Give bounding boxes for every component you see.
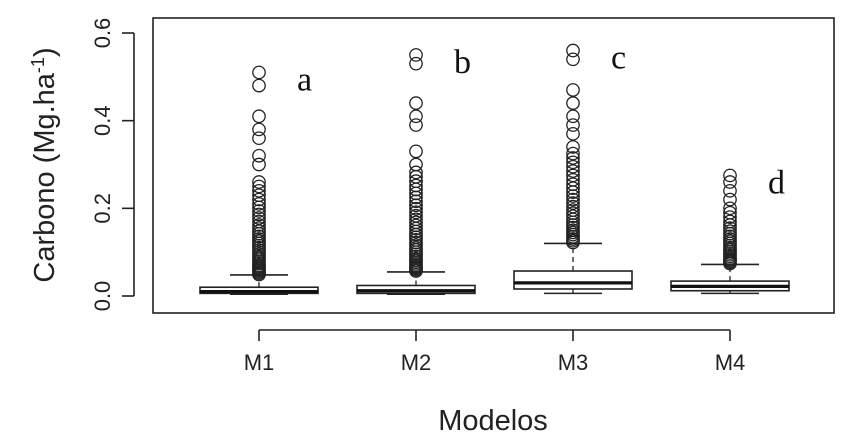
outlier-point xyxy=(566,199,580,214)
outlier-point xyxy=(723,201,737,216)
outlier-point xyxy=(252,224,266,238)
outlier-point xyxy=(409,165,423,180)
box-m3 xyxy=(513,43,633,295)
outlier-point xyxy=(409,178,423,193)
outlier-point xyxy=(252,131,266,146)
outlier-point xyxy=(723,214,737,229)
x-tick-label: M1 xyxy=(244,350,275,375)
annotation-label: a xyxy=(297,61,312,98)
y-tick-label: 0.2 xyxy=(90,193,115,224)
x-tick-label: M3 xyxy=(558,350,589,375)
y-axis-title-main: Carbono (Mg.ha xyxy=(29,72,61,282)
outlier-point xyxy=(409,174,423,189)
outlier-point xyxy=(252,183,266,198)
outlier-point xyxy=(566,43,580,58)
outlier-point xyxy=(723,192,737,207)
outlier-point xyxy=(252,148,266,163)
outlier-point xyxy=(566,126,580,141)
outlier-point xyxy=(252,109,266,124)
outlier-point xyxy=(252,188,266,203)
outlier-point xyxy=(566,203,580,217)
y-tick-label: 0.6 xyxy=(90,18,115,49)
outlier-point xyxy=(252,157,266,172)
outlier-point xyxy=(252,204,266,218)
annotation-label: d xyxy=(768,164,785,201)
outlier-point xyxy=(409,208,423,223)
box-iqr xyxy=(513,270,633,290)
outlier-point xyxy=(409,218,423,233)
outlier-point xyxy=(566,164,580,178)
outlier-point xyxy=(409,212,423,227)
x-axis: M1 M2 M3 M4 xyxy=(244,329,746,375)
outlier-point xyxy=(252,175,266,189)
outlier-point xyxy=(566,168,580,183)
y-axis-title-superscript: -1 xyxy=(28,57,48,73)
x-axis-title: Modelos xyxy=(438,405,548,437)
outlier-point xyxy=(252,211,266,225)
outlier-point xyxy=(252,192,266,207)
y-axis-title: Carbono (Mg.ha-1) xyxy=(28,47,61,282)
outlier-point xyxy=(252,214,266,229)
outlier-point xyxy=(252,207,266,222)
outlier-point xyxy=(409,205,423,220)
box-m1 xyxy=(199,65,319,296)
plot-frame xyxy=(152,17,835,314)
outlier-point xyxy=(723,175,737,189)
outlier-point xyxy=(566,206,580,221)
outlier-point xyxy=(723,183,737,198)
outlier-point xyxy=(252,179,266,194)
outlier-point xyxy=(409,144,423,159)
annotation-label: b xyxy=(454,44,471,81)
outlier-point xyxy=(409,96,423,110)
outlier-point xyxy=(566,172,580,187)
outlier-point xyxy=(566,155,580,170)
y-tick-label: 0.4 xyxy=(90,105,115,136)
outlier-point xyxy=(566,151,580,165)
outlier-point xyxy=(252,65,266,80)
outlier-point xyxy=(566,159,580,174)
outlier-point xyxy=(723,168,737,183)
outlier-point xyxy=(252,78,266,93)
outlier-point xyxy=(252,122,266,137)
outlier-point xyxy=(409,157,423,172)
outlier-point xyxy=(566,109,580,124)
boxes-layer xyxy=(199,43,790,296)
outlier-point xyxy=(566,177,580,192)
outlier-point xyxy=(566,118,580,132)
annotation-label: c xyxy=(611,40,626,77)
outlier-point xyxy=(723,205,737,220)
outlier-point xyxy=(409,201,423,216)
outlier-point xyxy=(252,218,266,232)
y-tick-label: 0.0 xyxy=(90,281,115,312)
outlier-point xyxy=(566,96,580,110)
box-m4 xyxy=(670,168,790,295)
x-tick-label: M2 xyxy=(401,350,432,375)
outlier-point xyxy=(566,140,580,154)
outlier-point xyxy=(566,196,580,210)
y-axis-title-close: ) xyxy=(29,47,61,57)
outlier-point xyxy=(566,52,580,67)
outlier-point xyxy=(409,48,423,62)
annotations-layer: a b c d xyxy=(297,40,785,202)
outlier-point xyxy=(723,224,737,238)
outlier-point xyxy=(252,197,266,211)
outlier-point xyxy=(566,192,580,207)
outlier-point xyxy=(566,146,580,161)
outlier-point xyxy=(409,109,423,124)
y-axis: 0.0 0.2 0.4 0.6 xyxy=(90,18,135,312)
outlier-point xyxy=(723,210,737,224)
outlier-point xyxy=(566,209,580,224)
outlier-point xyxy=(409,215,423,230)
x-tick-label: M4 xyxy=(715,350,746,375)
outlier-point xyxy=(252,221,266,235)
box-m2 xyxy=(356,48,476,296)
outlier-point xyxy=(566,83,580,97)
outlier-point xyxy=(409,56,423,71)
outlier-point xyxy=(409,118,423,132)
outlier-point xyxy=(723,221,737,235)
